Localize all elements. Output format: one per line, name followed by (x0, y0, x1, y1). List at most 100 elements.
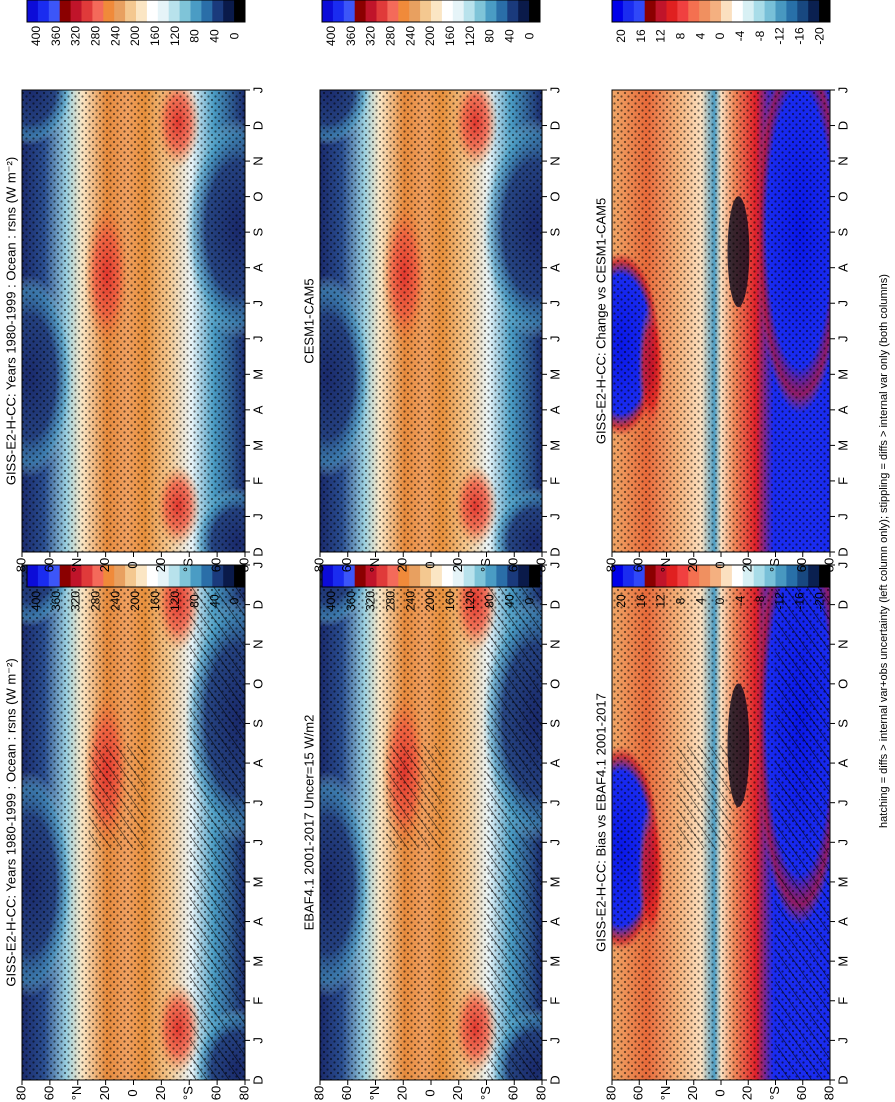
x-tick-label: O (250, 679, 265, 689)
x-tick-label: J (835, 300, 850, 307)
colorbar-swatch (92, 565, 104, 587)
y-tick-label: 60 (631, 1086, 646, 1100)
y-tick-label: °S (767, 1086, 782, 1100)
x-tick-label: J (250, 839, 265, 846)
colorbar-swatch (731, 565, 744, 587)
x-tick-label: M (835, 956, 850, 967)
colorbar-tick-label: 8 (674, 597, 688, 604)
y-tick-label: °S (181, 558, 196, 572)
colorbar-swatch (387, 565, 399, 587)
heatmap-field (22, 90, 245, 552)
colorbar-tick-label: 360 (344, 591, 358, 611)
colorbar-swatch (48, 0, 61, 22)
colorbar-tick-label: -12 (773, 592, 787, 610)
colorbar-swatch (179, 565, 191, 587)
colorbar-swatch (114, 565, 126, 587)
x-tick-label: F (547, 997, 562, 1005)
colorbar-tick-label: 0 (522, 32, 536, 39)
colorbar-swatch (431, 565, 443, 587)
x-tick-label: M (250, 956, 265, 967)
colorbar-swatch (742, 565, 755, 587)
colorbar-swatch (518, 0, 530, 22)
x-tick-label: D (547, 547, 562, 556)
colorbar-swatch (157, 565, 170, 587)
y-tick-label: °N (658, 1086, 673, 1101)
colorbar-swatch (699, 0, 711, 22)
colorbar-swatch (136, 0, 148, 22)
y-tick-label: 60 (506, 558, 521, 572)
colorbar-swatch (365, 0, 377, 22)
colorbar-tick-label: 160 (148, 26, 162, 46)
y-tick-label: 80 (533, 558, 548, 572)
y-tick-label: 20 (450, 1086, 465, 1100)
colorbar-swatch (441, 0, 454, 22)
y-tick-label: 20 (685, 1086, 700, 1100)
colorbar-swatch (168, 0, 181, 22)
y-tick-label: 60 (41, 558, 56, 572)
hatching (486, 565, 542, 1080)
colorbar-swatch (420, 0, 432, 22)
colorbar-tick-label: 8 (674, 32, 688, 39)
colorbar-swatch (212, 0, 224, 22)
colorbar-swatch (474, 0, 486, 22)
x-tick-label: O (835, 679, 850, 689)
colorbar-swatch (37, 0, 50, 22)
colorbar-swatch (753, 0, 766, 22)
colorbar-tick-label: 20 (614, 29, 628, 43)
x-tick-label: M (250, 369, 265, 380)
x-tick-label: D (835, 1075, 850, 1084)
y-tick-label: 20 (153, 1086, 168, 1100)
colorbar-swatch (190, 0, 202, 22)
colorbar-tick-label: 120 (463, 591, 477, 611)
colorbar-tick-label: 40 (502, 594, 516, 608)
colorbar-swatch (398, 0, 410, 22)
x-tick-label: J (547, 513, 562, 520)
colorbar-swatch (496, 565, 508, 587)
x-tick-label: A (250, 263, 265, 272)
colorbar-frame (321, 564, 541, 588)
x-tick-label: M (250, 877, 265, 888)
y-tick-label: °N (367, 558, 382, 573)
x-tick-label: D (835, 121, 850, 130)
panel-title: GISS-E2-H-CC: Bias vs EBAF4.1 2001-2017 (593, 693, 608, 952)
colorbar-swatch (496, 0, 508, 22)
colorbar-swatch (633, 0, 646, 22)
y-tick-label: 60 (631, 558, 646, 572)
colorbar-tick-label: 0 (522, 597, 536, 604)
colorbar-frame (321, 0, 541, 23)
colorbar-tick-label: 12 (654, 594, 668, 608)
colorbar-swatch (322, 0, 334, 22)
x-tick-label: J (835, 513, 850, 520)
colorbar-swatch (332, 0, 345, 22)
x-tick-label: D (250, 547, 265, 556)
colorbar-swatch (819, 565, 831, 587)
colorbar-frame (26, 0, 246, 23)
colorbar-tick-label: 80 (188, 29, 202, 43)
colorbar-tick-label: 320 (364, 26, 378, 46)
x-tick-label: D (250, 1075, 265, 1084)
y-tick-label: 0 (712, 561, 727, 568)
x-tick-label: N (250, 640, 265, 649)
colorbar-tick-label: 320 (69, 26, 83, 46)
x-tick-label: J (250, 1037, 265, 1044)
x-tick-label: D (547, 1075, 562, 1084)
colorbar-tick-label: 16 (634, 594, 648, 608)
x-tick-label: D (547, 600, 562, 609)
colorbar-swatch (376, 0, 388, 22)
colorbar-swatch (474, 565, 486, 587)
x-tick-label: A (250, 758, 265, 767)
colorbar-tick-label: 20 (614, 594, 628, 608)
colorbar-tick-label: 360 (49, 591, 63, 611)
colorbar-tick-label: 400 (324, 26, 338, 46)
colorbar-swatch (731, 0, 744, 22)
y-tick-label: 80 (821, 558, 836, 572)
x-tick-label: D (250, 121, 265, 130)
y-tick-label: °N (69, 1086, 84, 1101)
colorbar-swatch (223, 0, 235, 22)
y-tick-label: 60 (209, 1086, 224, 1100)
x-tick-label: S (250, 719, 265, 728)
x-tick-label: D (835, 547, 850, 556)
